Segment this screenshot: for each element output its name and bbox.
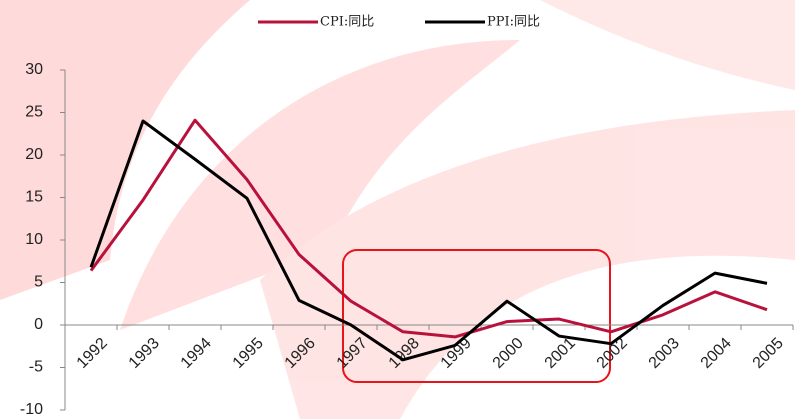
watermark-shape [0, 0, 250, 300]
x-tick-label: 1995 [230, 335, 267, 372]
highlight-box [342, 249, 611, 383]
x-tick-label: 1994 [178, 335, 215, 372]
y-tick-label: 0 [34, 316, 43, 333]
line-series [89, 118, 768, 339]
y-tick-label: 30 [25, 61, 43, 78]
watermark-shape [540, 0, 795, 90]
y-tick-label: -5 [29, 359, 43, 376]
x-tick-label: 2002 [594, 335, 631, 372]
legend: CPI:同比 PPI:同比 [258, 15, 540, 30]
x-tick-label: 2005 [750, 335, 787, 372]
y-tick-label: 20 [25, 146, 43, 163]
x-tick-label: 2000 [490, 335, 527, 372]
legend-label: CPI:同比 [320, 15, 374, 30]
y-tick-label: 5 [34, 274, 43, 291]
x-tick-label: 2001 [542, 335, 579, 372]
watermark-shape [260, 110, 795, 419]
y-tick-label: 10 [25, 231, 43, 248]
y-tick-label: 15 [25, 189, 43, 206]
line-series [89, 119, 768, 362]
y-tick-label: -10 [20, 401, 43, 418]
x-tick-label: 2004 [698, 335, 735, 372]
x-tick-label: 1993 [126, 335, 163, 372]
x-tick-label: 1992 [74, 335, 111, 372]
x-tick-label: 2003 [646, 335, 683, 372]
watermark-shape [120, 40, 520, 330]
y-tick-label: 25 [25, 104, 43, 121]
legend-label: PPI:同比 [487, 15, 540, 30]
